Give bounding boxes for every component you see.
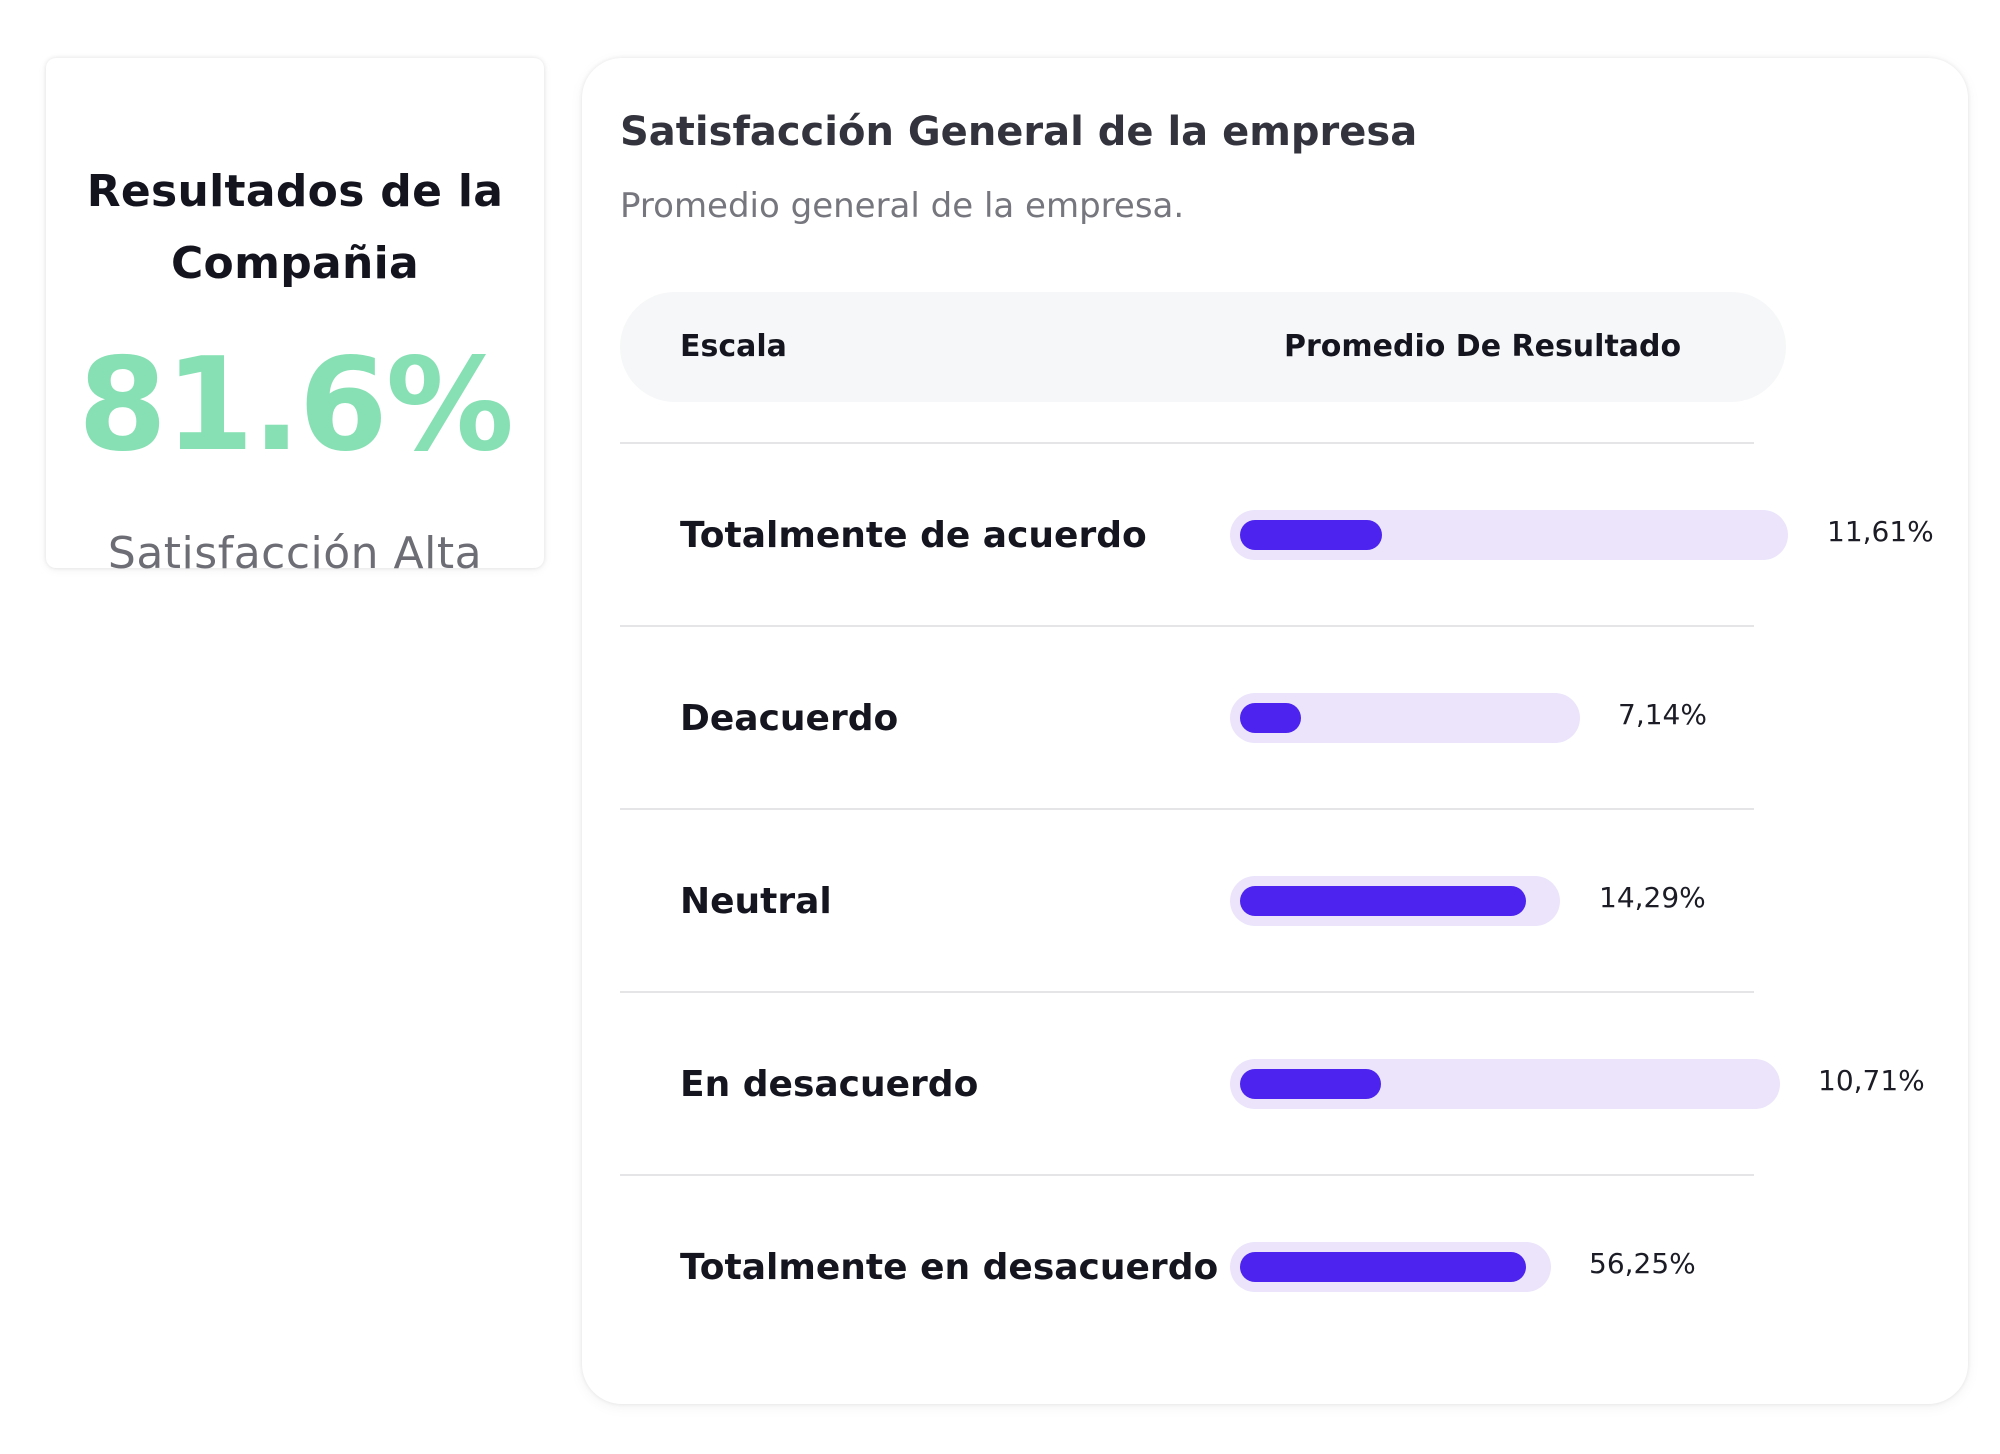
table-row: Totalmente en desacuerdo 56,25% [620,1174,1754,1359]
result-value: 10,71% [1818,1064,1925,1097]
table-header: Escala Promedio De Resultado [620,292,1786,402]
result-bar-fill [1240,1069,1381,1099]
result-value: 14,29% [1599,881,1706,914]
company-results-card: Resultados de la Compañia 81.6% Satisfac… [46,58,544,579]
scale-label: Neutral [680,881,832,922]
table-row: En desacuerdo 10,71% [620,991,1925,1176]
table-row: Neutral 14,29% [620,808,1754,993]
result-bar-fill [1240,703,1301,733]
result-bar-fill [1240,886,1526,916]
scale-label: En desacuerdo [680,1064,979,1105]
scale-label: Totalmente de acuerdo [680,515,1147,556]
result-bar-track [1230,876,1560,926]
result-bar-fill [1240,520,1382,550]
result-value: 7,14% [1618,698,1707,731]
satisfaction-level-label: Satisfacción Alta [107,528,483,579]
result-bar-track [1230,1242,1551,1292]
table-row: Totalmente de acuerdo 11,61% [620,442,1934,627]
result-value: 56,25% [1589,1247,1696,1280]
card-subtitle: Promedio general de la empresa. [620,186,1185,226]
scale-label: Deacuerdo [680,698,899,739]
result-value: 11,61% [1827,515,1934,548]
scale-label: Totalmente en desacuerdo [680,1247,1219,1288]
result-bar-track [1230,693,1580,743]
general-satisfaction-card: Satisfacción General de la empresa Prome… [582,58,1968,1404]
company-results-title: Resultados de la Compañia [86,166,504,289]
column-header-average: Promedio De Resultado [1284,329,1682,364]
company-score-value: 81.6% [77,331,514,480]
result-bar-track [1230,510,1788,560]
card-title: Satisfacción General de la empresa [620,109,1418,155]
column-header-scale: Escala [680,329,787,364]
table-row: Deacuerdo 7,14% [620,625,1754,810]
result-bar-fill [1240,1252,1526,1282]
result-bar-track [1230,1059,1780,1109]
